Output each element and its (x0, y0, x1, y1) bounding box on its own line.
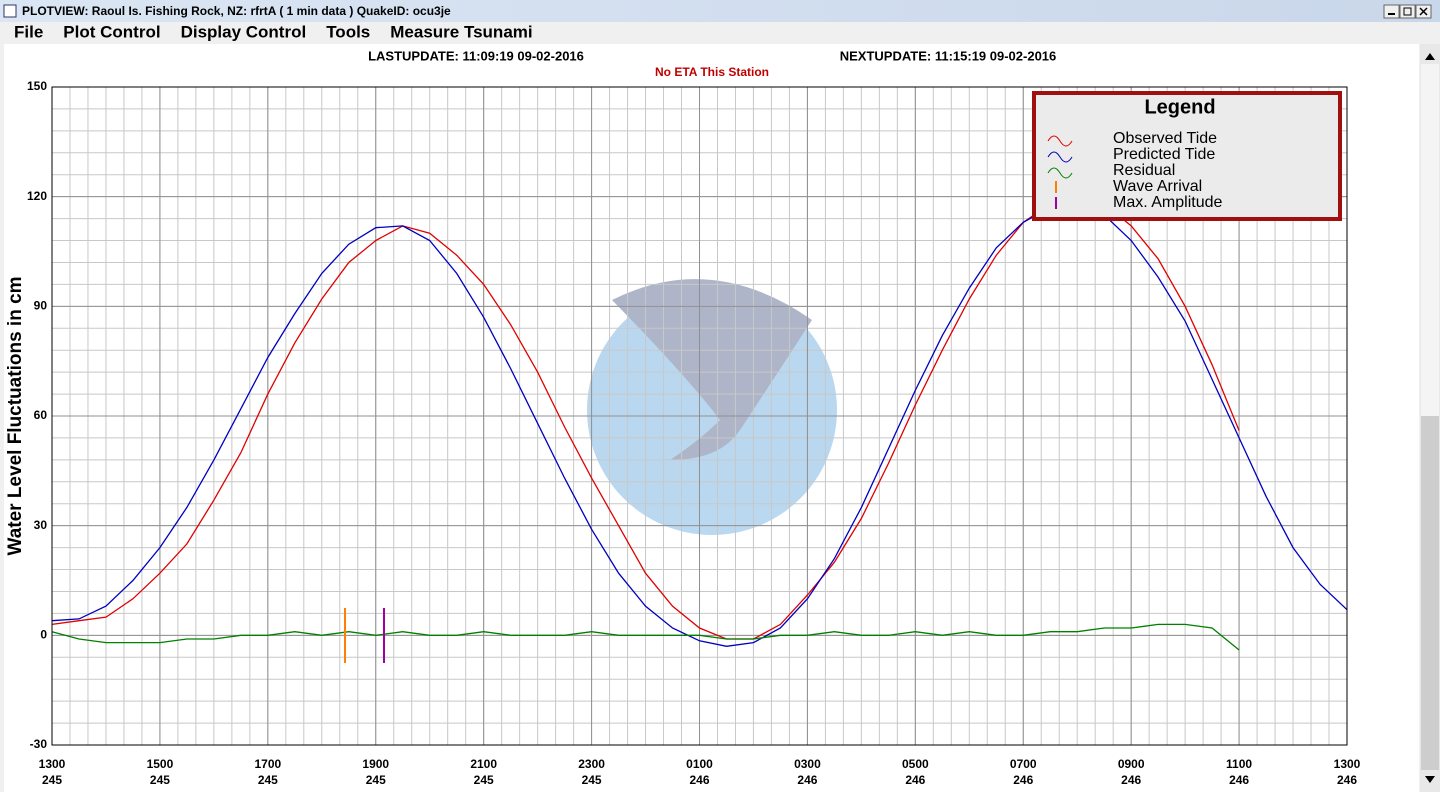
x-tick-label: 0900 (1118, 757, 1145, 771)
y-tick-label: 30 (34, 518, 48, 532)
x-tick-day: 245 (42, 773, 62, 787)
scroll-thumb[interactable] (1421, 416, 1439, 770)
y-tick-label: 150 (27, 79, 47, 93)
menu: File Plot Control Display Control Tools Meas… (14, 22, 533, 41)
scroll-down[interactable] (1425, 776, 1435, 783)
menu-item[interactable]: Display Control (181, 22, 307, 41)
eta-note: No ETA This Station (655, 65, 769, 79)
menu-item[interactable]: File (14, 22, 43, 41)
app-icon (3, 4, 17, 18)
x-tick-day: 245 (582, 773, 602, 787)
series-line (51, 203, 1348, 647)
x-tick-label: 1100 (1226, 757, 1252, 771)
x-tick-label: 1300 (39, 757, 66, 771)
y-tick-label: -30 (30, 737, 48, 751)
x-tick-label: 1300 (1334, 757, 1361, 771)
legend-swatch (1047, 167, 1073, 179)
x-tick-label: 0100 (686, 757, 713, 771)
menu-item[interactable]: Measure Tsunami (390, 22, 532, 41)
x-tick-day: 245 (474, 773, 494, 787)
x-tick-day: 246 (1013, 773, 1033, 787)
maximize-button[interactable] (1399, 4, 1416, 19)
legend-label: Max. Amplitude (1113, 194, 1222, 211)
scroll-up[interactable] (1425, 53, 1435, 60)
window-title: PLOTVIEW: Raoul Is. Fishing Rock, NZ: rf… (22, 4, 451, 18)
legend-box (1032, 91, 1342, 221)
title-bar (0, 0, 1440, 22)
x-tick-day: 245 (258, 773, 278, 787)
menu-bar (0, 22, 1440, 44)
y-tick-label: 120 (27, 189, 47, 203)
legend-label: Observed Tide (1113, 130, 1217, 147)
x-tick-day: 245 (150, 773, 170, 787)
scrollbar (1420, 44, 1440, 792)
plot-border (51, 86, 1348, 746)
menu-item[interactable]: Plot Control (63, 22, 160, 41)
window-buttons (1383, 4, 1432, 19)
scroll-space (1421, 64, 1439, 416)
x-tick-label: 0700 (1010, 757, 1037, 771)
menu-item[interactable]: Tools (326, 22, 370, 41)
x-tick-day: 246 (689, 773, 709, 787)
legend-swatch (1047, 135, 1073, 147)
x-tick-label: 1700 (254, 757, 281, 771)
x-tick-day: 246 (1337, 773, 1357, 787)
x-tick-day: 246 (797, 773, 817, 787)
x-tick-label: 0500 (902, 757, 929, 771)
watermark (587, 279, 837, 535)
x-tick-day: 246 (1121, 773, 1141, 787)
next-update: NEXTUPDATE: 11:15:19 09-02-2016 (840, 48, 1057, 63)
x-tick-day: 246 (1229, 773, 1249, 787)
y-tick-label: 90 (34, 299, 48, 313)
legend-label: Predicted Tide (1113, 146, 1215, 163)
x-tick-day: 245 (366, 773, 386, 787)
x-tick-label: 2100 (470, 757, 497, 771)
legend-label: Wave Arrival (1113, 178, 1202, 195)
legend-label: Residual (1113, 162, 1175, 179)
y-tick-label: 60 (34, 408, 48, 422)
legend-title: Legend (1144, 96, 1215, 118)
x-tick-label: 1500 (147, 757, 174, 771)
y-axis-label: Water Level Fluctuations in cm (5, 276, 26, 555)
series-line (51, 623, 1240, 651)
minimize-button[interactable] (1383, 4, 1400, 19)
x-tick-label: 2300 (578, 757, 605, 771)
x-tick-label: 0300 (794, 757, 821, 771)
y-tick-label: 0 (40, 628, 47, 642)
x-tick-label: 1900 (362, 757, 389, 771)
x-tick-day: 246 (905, 773, 925, 787)
last-update: LASTUPDATE: 11:09:19 09-02-2016 (368, 48, 584, 63)
legend-swatch (1047, 151, 1073, 163)
